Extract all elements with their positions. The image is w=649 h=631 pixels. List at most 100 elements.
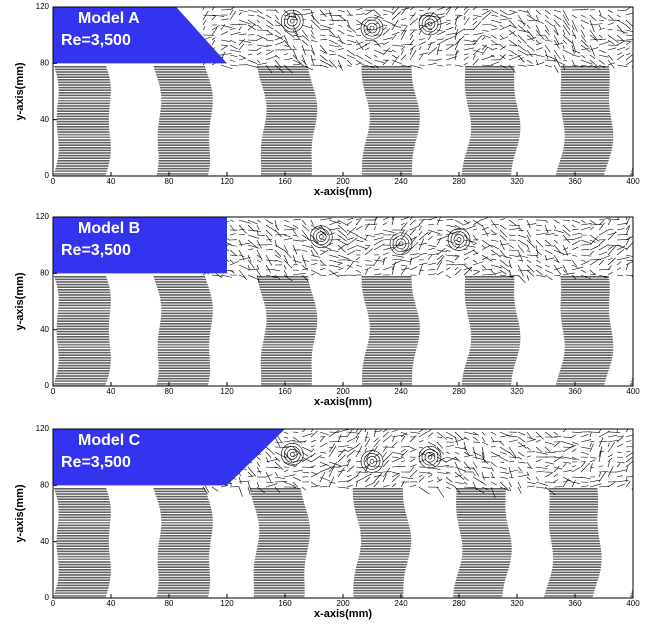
vector	[545, 442, 554, 445]
vector	[554, 65, 558, 73]
vector	[473, 272, 480, 275]
vector	[419, 231, 422, 235]
vector	[446, 260, 454, 263]
vector	[275, 230, 281, 237]
vector	[536, 25, 540, 33]
vector	[617, 40, 630, 41]
vector	[482, 9, 488, 10]
vector	[293, 273, 306, 275]
vector	[347, 262, 353, 270]
vector	[590, 20, 594, 32]
vector	[419, 475, 422, 477]
vector	[392, 466, 401, 467]
vector	[284, 265, 286, 269]
vector	[500, 442, 504, 445]
vector	[338, 268, 344, 270]
vector	[563, 248, 568, 250]
vector	[374, 260, 384, 261]
vector	[572, 467, 580, 472]
vector	[455, 16, 458, 25]
vortex	[367, 456, 377, 466]
vector	[356, 265, 362, 267]
vector	[527, 250, 531, 252]
x-axis-label: x-axis(mm)	[314, 608, 372, 620]
vector	[293, 225, 298, 228]
vector	[608, 10, 613, 13]
vector	[464, 245, 476, 247]
vector	[536, 20, 544, 24]
vector	[509, 457, 519, 458]
vector	[428, 20, 438, 25]
x-tick-label: 320	[510, 599, 524, 608]
vector	[491, 220, 497, 228]
vector	[518, 457, 522, 459]
vector	[428, 475, 432, 477]
vector	[221, 46, 227, 50]
vector	[392, 442, 398, 447]
vector	[464, 250, 475, 255]
vector	[356, 226, 363, 230]
vector	[212, 487, 218, 491]
vector	[608, 229, 614, 230]
x-tick-label: 280	[452, 387, 466, 396]
vector	[617, 30, 628, 33]
vector	[491, 15, 498, 16]
vector	[509, 436, 518, 437]
vector	[275, 10, 279, 13]
vector	[419, 253, 427, 255]
vector	[581, 220, 586, 223]
vector	[347, 447, 352, 448]
vector	[626, 210, 631, 220]
vector	[401, 449, 406, 452]
vector	[419, 264, 423, 275]
vector	[590, 480, 600, 482]
vector	[338, 449, 345, 457]
vector	[545, 40, 553, 41]
vector	[284, 470, 288, 472]
vector	[608, 29, 612, 30]
vector	[293, 260, 301, 263]
vector	[320, 35, 325, 36]
vector	[239, 58, 246, 60]
vector	[536, 447, 542, 452]
vector	[356, 477, 365, 482]
vector	[302, 250, 307, 252]
vector	[563, 10, 569, 20]
x-tick-label: 200	[336, 177, 350, 186]
vector	[428, 42, 432, 50]
model-title: Model C	[78, 432, 141, 449]
vector	[302, 424, 312, 432]
vector	[320, 45, 327, 54]
vector	[302, 35, 309, 41]
vector	[518, 467, 522, 471]
vector	[275, 477, 285, 479]
vector	[527, 60, 532, 64]
vector	[320, 65, 328, 68]
vector	[473, 260, 477, 262]
vector	[617, 250, 624, 255]
vector	[545, 15, 549, 19]
x-tick-label: 280	[452, 177, 466, 186]
vector	[311, 255, 320, 257]
vector	[248, 235, 259, 238]
vector	[482, 437, 485, 442]
vector	[383, 38, 392, 40]
vector	[455, 269, 461, 275]
vector	[212, 6, 216, 10]
vector	[230, 55, 237, 57]
vector	[518, 10, 528, 12]
vector	[419, 476, 424, 482]
vector	[446, 445, 454, 447]
vector	[599, 252, 607, 255]
vector	[338, 255, 349, 259]
vector	[311, 486, 320, 487]
vector	[374, 481, 379, 487]
vector	[320, 437, 324, 442]
vector	[365, 223, 369, 230]
vector	[266, 25, 273, 29]
vector	[563, 45, 564, 49]
vector	[545, 432, 553, 437]
vector	[365, 235, 375, 237]
vector	[590, 30, 597, 39]
vector	[518, 235, 526, 238]
